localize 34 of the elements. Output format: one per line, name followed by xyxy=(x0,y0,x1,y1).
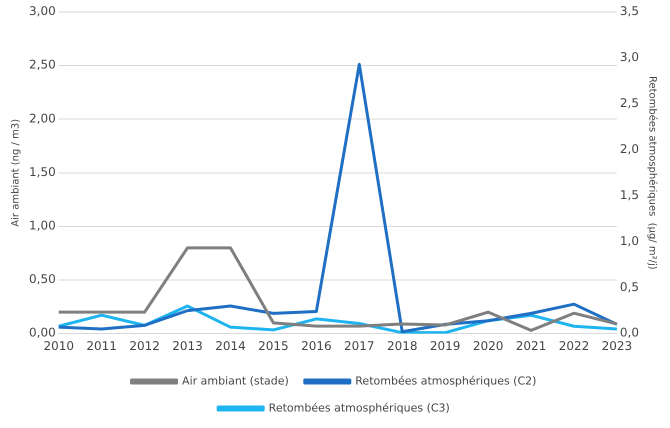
y-tick-label: 2,00 xyxy=(29,111,56,126)
x-tick-label: 2019 xyxy=(430,338,460,353)
x-tick-label: 2018 xyxy=(386,338,418,353)
y-tick-label: 2,50 xyxy=(29,58,56,72)
y2-tick-label: 1,0 xyxy=(620,234,640,248)
y-axis-title: Air ambiant (ng / m3) xyxy=(10,118,22,227)
y2-tick-label: 3,5 xyxy=(620,4,640,18)
legend-label: Air ambiant (stade) xyxy=(182,374,289,388)
x-tick-label: 2021 xyxy=(516,338,546,353)
x-tick-label: 2017 xyxy=(344,338,375,353)
y2-tick-label: 0,0 xyxy=(620,326,640,340)
x-tick-label: 2011 xyxy=(86,338,117,353)
y-tick-label: 0,50 xyxy=(29,272,56,286)
x-tick-label: 2012 xyxy=(129,338,160,353)
y2-tick-label: 1,5 xyxy=(620,188,640,202)
y2-axis-title: Retombées atmosphériques (µg/ m²/j) xyxy=(646,76,658,270)
y-tick-label: 3,00 xyxy=(29,4,56,18)
y2-tick-label: 2,5 xyxy=(620,96,640,110)
legend-label: Retombées atmosphériques (C3) xyxy=(268,401,450,414)
y-tick-label: 0,00 xyxy=(29,326,56,340)
x-tick-label: 2013 xyxy=(172,338,203,353)
x-tick-label: 2014 xyxy=(215,338,246,353)
y-tick-label: 1,00 xyxy=(29,218,56,233)
x-tick-label: 2020 xyxy=(472,338,504,353)
legend-label: Retombées atmosphériques (C2) xyxy=(355,374,536,388)
x-tick-label: 2010 xyxy=(43,338,74,353)
y2-tick-label: 2,0 xyxy=(620,142,640,156)
x-tick-label: 2023 xyxy=(602,338,632,353)
x-tick-label: 2022 xyxy=(558,338,590,353)
x-tick-label: 2015 xyxy=(258,338,289,353)
y2-tick-label: 3,0 xyxy=(620,50,640,64)
x-tick-label: 2016 xyxy=(301,338,332,353)
y-tick-label: 1,50 xyxy=(29,164,56,179)
y2-tick-label: 0,5 xyxy=(620,280,640,294)
